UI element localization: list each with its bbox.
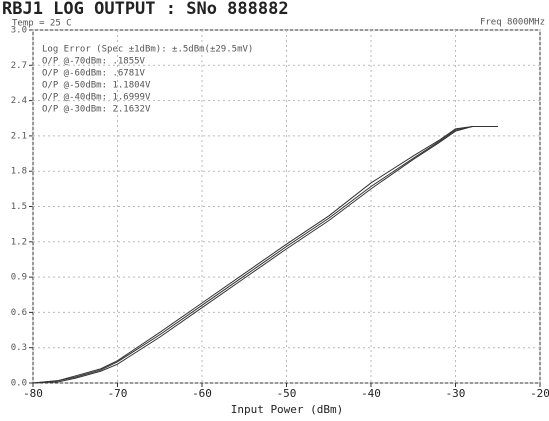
annotation: Log Error (Spec ±1dBm): ±.5dBm(±29.5mV) [42,45,253,55]
y-tick-label: 2.1 [11,131,27,141]
chart-title: RBJ1 LOG OUTPUT : SNo 888882 [2,0,289,19]
annotation: O/P @-50dBm: 1.1804V [42,81,151,91]
annotation: O/P @-30dBm: 2.1632V [42,105,151,115]
x-tick-label: -20 [530,387,549,400]
annotation: O/P @-40dBm: 1.6999V [42,93,151,103]
y-tick-label: 3.0 [11,26,27,36]
y-tick-label: 1.5 [11,202,27,212]
annotation: O/P @-60dBm: .6781V [42,69,146,79]
y-tick-label: 1.2 [11,237,27,247]
y-tick-label: 1.8 [11,167,27,177]
x-tick-label: -80 [23,387,43,400]
x-tick-label: -30 [446,387,466,400]
y-tick-label: 2.4 [11,96,27,106]
frequency-label: Freq 8000MHz [480,18,545,28]
data-line [32,125,498,384]
y-tick-label: 2.7 [11,61,27,71]
annotation: O/P @-70dBm: .1855V [42,57,146,67]
x-tick-label: -60 [192,387,212,400]
data-line [32,125,498,384]
x-tick-label: -50 [277,387,297,400]
subtitle: Temp = 25 C [12,19,72,29]
x-axis-label: Input Power (dBm) [231,403,344,416]
y-tick-label: 0.3 [11,343,27,353]
x-tick-label: -70 [108,387,128,400]
y-tick-label: 0.6 [11,308,27,318]
y-tick-label: 0.9 [11,273,27,283]
data-line [32,125,498,384]
x-tick-label: -40 [361,387,381,400]
y-tick-label: 0.0 [11,379,27,389]
